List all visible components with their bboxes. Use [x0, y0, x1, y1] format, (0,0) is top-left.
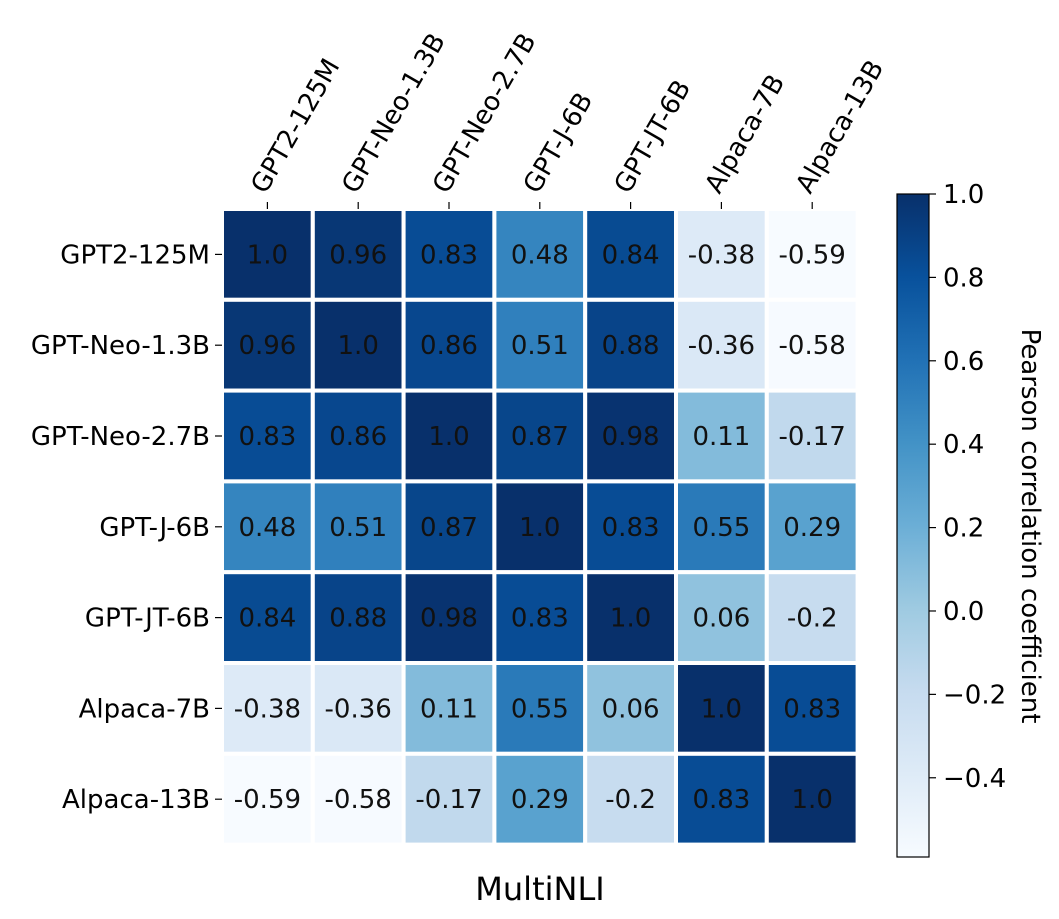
cell-value-label: 1.0	[247, 240, 288, 270]
cell-value-label: 0.96	[329, 240, 387, 270]
x-tick-label: GPT-JT-6B	[609, 75, 698, 198]
cell-value-label: 0.29	[511, 785, 569, 815]
cell-value-label: -0.2	[605, 785, 656, 815]
heatmap-cell	[401, 570, 497, 666]
cell-value-label: -0.59	[234, 785, 301, 815]
cell-value-label: 0.83	[692, 785, 750, 815]
heatmap-cell	[220, 661, 315, 756]
colorbar-tick-label: 0.4	[943, 430, 984, 460]
y-tick-label: Alpaca-13B	[62, 785, 210, 815]
cell-value-label: 0.87	[420, 513, 478, 543]
colorbar-label: Pearson correlation coefficient	[1015, 329, 1045, 724]
cell-value-label: 0.84	[238, 604, 296, 634]
cell-value-label: 1.0	[519, 513, 560, 543]
cell-value-label: 0.87	[511, 422, 569, 452]
cell-value-label: 0.55	[692, 513, 750, 543]
colorbar-ticks: 1.0 0.8 0.6 0.4 0.2 0.0 −0.2 −0.4	[929, 180, 1006, 794]
cell-value-label: 0.83	[238, 422, 296, 452]
cell-value-label: 0.88	[602, 331, 660, 361]
heatmap-cell	[220, 479, 315, 575]
cell-value-label: 0.98	[420, 604, 478, 634]
cell-value-label: 0.83	[783, 694, 841, 724]
y-tick-label: Alpaca-7B	[79, 694, 210, 724]
heatmap-cell	[401, 388, 497, 484]
cell-value-label: 0.29	[783, 513, 841, 543]
cell-value-label: 1.0	[428, 422, 469, 452]
cell-value-label: -0.38	[234, 694, 301, 724]
colorbar-tick-label: 0.6	[943, 347, 984, 377]
cell-value-label: 0.86	[329, 422, 387, 452]
cell-value-label: -0.58	[325, 785, 392, 815]
heatmap-cell	[764, 297, 860, 393]
colorbar-tick-label: 0.8	[943, 263, 984, 293]
heatmap-cell	[583, 297, 679, 393]
x-tick-label: GPT-J-6B	[518, 88, 599, 199]
heatmap-cell	[764, 751, 860, 847]
cell-value-label: 1.0	[610, 604, 651, 634]
heatmap-cells	[220, 207, 860, 847]
y-tick-label: GPT-Neo-1.3B	[31, 331, 210, 361]
x-tick-label: Alpaca-13B	[790, 55, 890, 198]
cell-value-label: 0.48	[511, 240, 569, 270]
cell-value-label: -0.17	[779, 422, 846, 452]
y-tick-label: GPT-JT-6B	[85, 604, 210, 634]
colorbar-tick-label: −0.4	[943, 764, 1006, 794]
cell-value-label: 0.96	[238, 331, 296, 361]
colorbar-tick-label: −0.2	[943, 680, 1006, 710]
heatmap-cell	[310, 661, 406, 756]
y-tick-label: GPT2-125M	[60, 240, 210, 270]
x-axis-label: MultiNLI	[475, 870, 604, 908]
cell-value-label: -0.58	[779, 331, 846, 361]
cell-value-label: 0.83	[602, 513, 660, 543]
heatmap-cell	[492, 751, 588, 847]
x-tick-label: GPT2-125M	[245, 54, 346, 199]
colorbar-tick-label: 1.0	[943, 180, 984, 210]
x-tick-label: Alpaca-7B	[699, 70, 791, 199]
colorbar-bar	[896, 193, 930, 858]
cell-value-label: 0.51	[511, 331, 569, 361]
cell-value-label: 0.88	[329, 604, 387, 634]
colorbar-tick-label: 0.0	[943, 597, 984, 627]
cell-value-label: -0.36	[688, 331, 755, 361]
cell-value-label: -0.38	[688, 240, 755, 270]
cell-value-label: -0.59	[779, 240, 846, 270]
cell-value-label: 1.0	[338, 331, 379, 361]
cell-value-label: 0.51	[329, 513, 387, 543]
y-axis-ticks: GPT2-125M GPT-Neo-1.3B GPT-Neo-2.7B GPT-J-6…	[31, 240, 222, 815]
cell-value-label: 0.83	[420, 240, 478, 270]
heatmap-cell	[674, 479, 769, 575]
cell-value-label: 0.48	[238, 513, 296, 543]
y-tick-label: GPT-J-6B	[99, 513, 210, 543]
cell-value-label: 0.11	[692, 422, 750, 452]
cell-value-label: 0.84	[602, 240, 660, 270]
cell-value-label: 0.06	[602, 694, 660, 724]
x-axis-ticks: GPT2-125MGPT-Neo-1.3BGPT-Neo-2.7BGPT-J-6…	[245, 28, 890, 209]
cell-value-label: 0.86	[420, 331, 478, 361]
heatmap-cell	[674, 751, 769, 847]
colorbar: 1.0 0.8 0.6 0.4 0.2 0.0 −0.2 −0.4 Pearson corre…	[896, 180, 1045, 858]
cell-value-label: -0.17	[415, 785, 482, 815]
cell-value-label: 0.06	[692, 604, 750, 634]
heatmap-cell	[674, 388, 769, 484]
cell-value-label: -0.2	[787, 604, 838, 634]
heatmap-cell	[401, 297, 497, 393]
cell-value-label: 1.0	[792, 785, 833, 815]
cell-value-label: -0.36	[325, 694, 392, 724]
cell-value-label: 1.0	[701, 694, 742, 724]
cell-value-label: 0.83	[511, 604, 569, 634]
heatmap-cell	[401, 751, 497, 847]
heatmap-cell	[310, 388, 406, 484]
colorbar-tick-label: 0.2	[943, 514, 984, 544]
cell-value-label: 0.11	[420, 694, 478, 724]
cell-value-label: 0.55	[511, 694, 569, 724]
heatmap-cell	[583, 751, 679, 847]
cell-value-label: 0.98	[602, 422, 660, 452]
heatmap-cell-labels: 1.0 0.96 0.83 0.48 0.84 -0.38 -0.59 0.96 1.0 0.86…	[234, 240, 846, 815]
y-tick-label: GPT-Neo-2.7B	[31, 422, 210, 452]
heatmap-cell	[583, 388, 679, 484]
heatmap-cell	[310, 479, 406, 575]
heatmap-cell	[220, 570, 315, 666]
